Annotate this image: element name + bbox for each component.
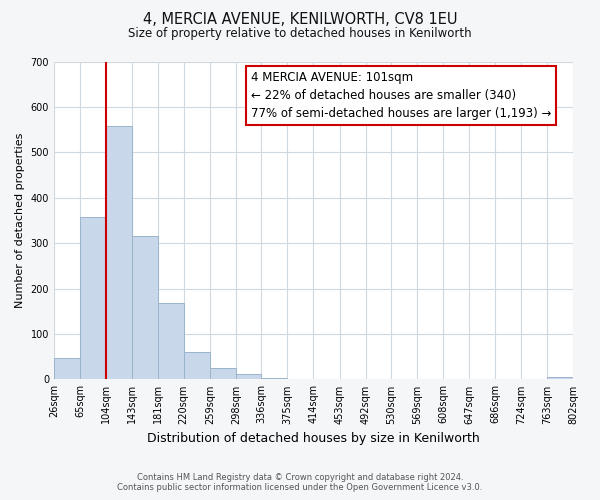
Bar — [210, 368, 236, 380]
Bar — [132, 236, 158, 380]
Bar — [80, 218, 106, 380]
Bar — [261, 378, 287, 380]
Y-axis label: Number of detached properties: Number of detached properties — [15, 133, 25, 308]
Bar — [106, 126, 132, 380]
Text: Size of property relative to detached houses in Kenilworth: Size of property relative to detached ho… — [128, 28, 472, 40]
Text: 4, MERCIA AVENUE, KENILWORTH, CV8 1EU: 4, MERCIA AVENUE, KENILWORTH, CV8 1EU — [143, 12, 457, 28]
Bar — [54, 358, 80, 380]
Bar — [547, 377, 573, 380]
Bar — [236, 374, 261, 380]
Bar — [158, 303, 184, 380]
X-axis label: Distribution of detached houses by size in Kenilworth: Distribution of detached houses by size … — [147, 432, 480, 445]
Text: 4 MERCIA AVENUE: 101sqm
← 22% of detached houses are smaller (340)
77% of semi-d: 4 MERCIA AVENUE: 101sqm ← 22% of detache… — [251, 71, 551, 120]
Text: Contains HM Land Registry data © Crown copyright and database right 2024.
Contai: Contains HM Land Registry data © Crown c… — [118, 473, 482, 492]
Bar — [184, 352, 210, 380]
